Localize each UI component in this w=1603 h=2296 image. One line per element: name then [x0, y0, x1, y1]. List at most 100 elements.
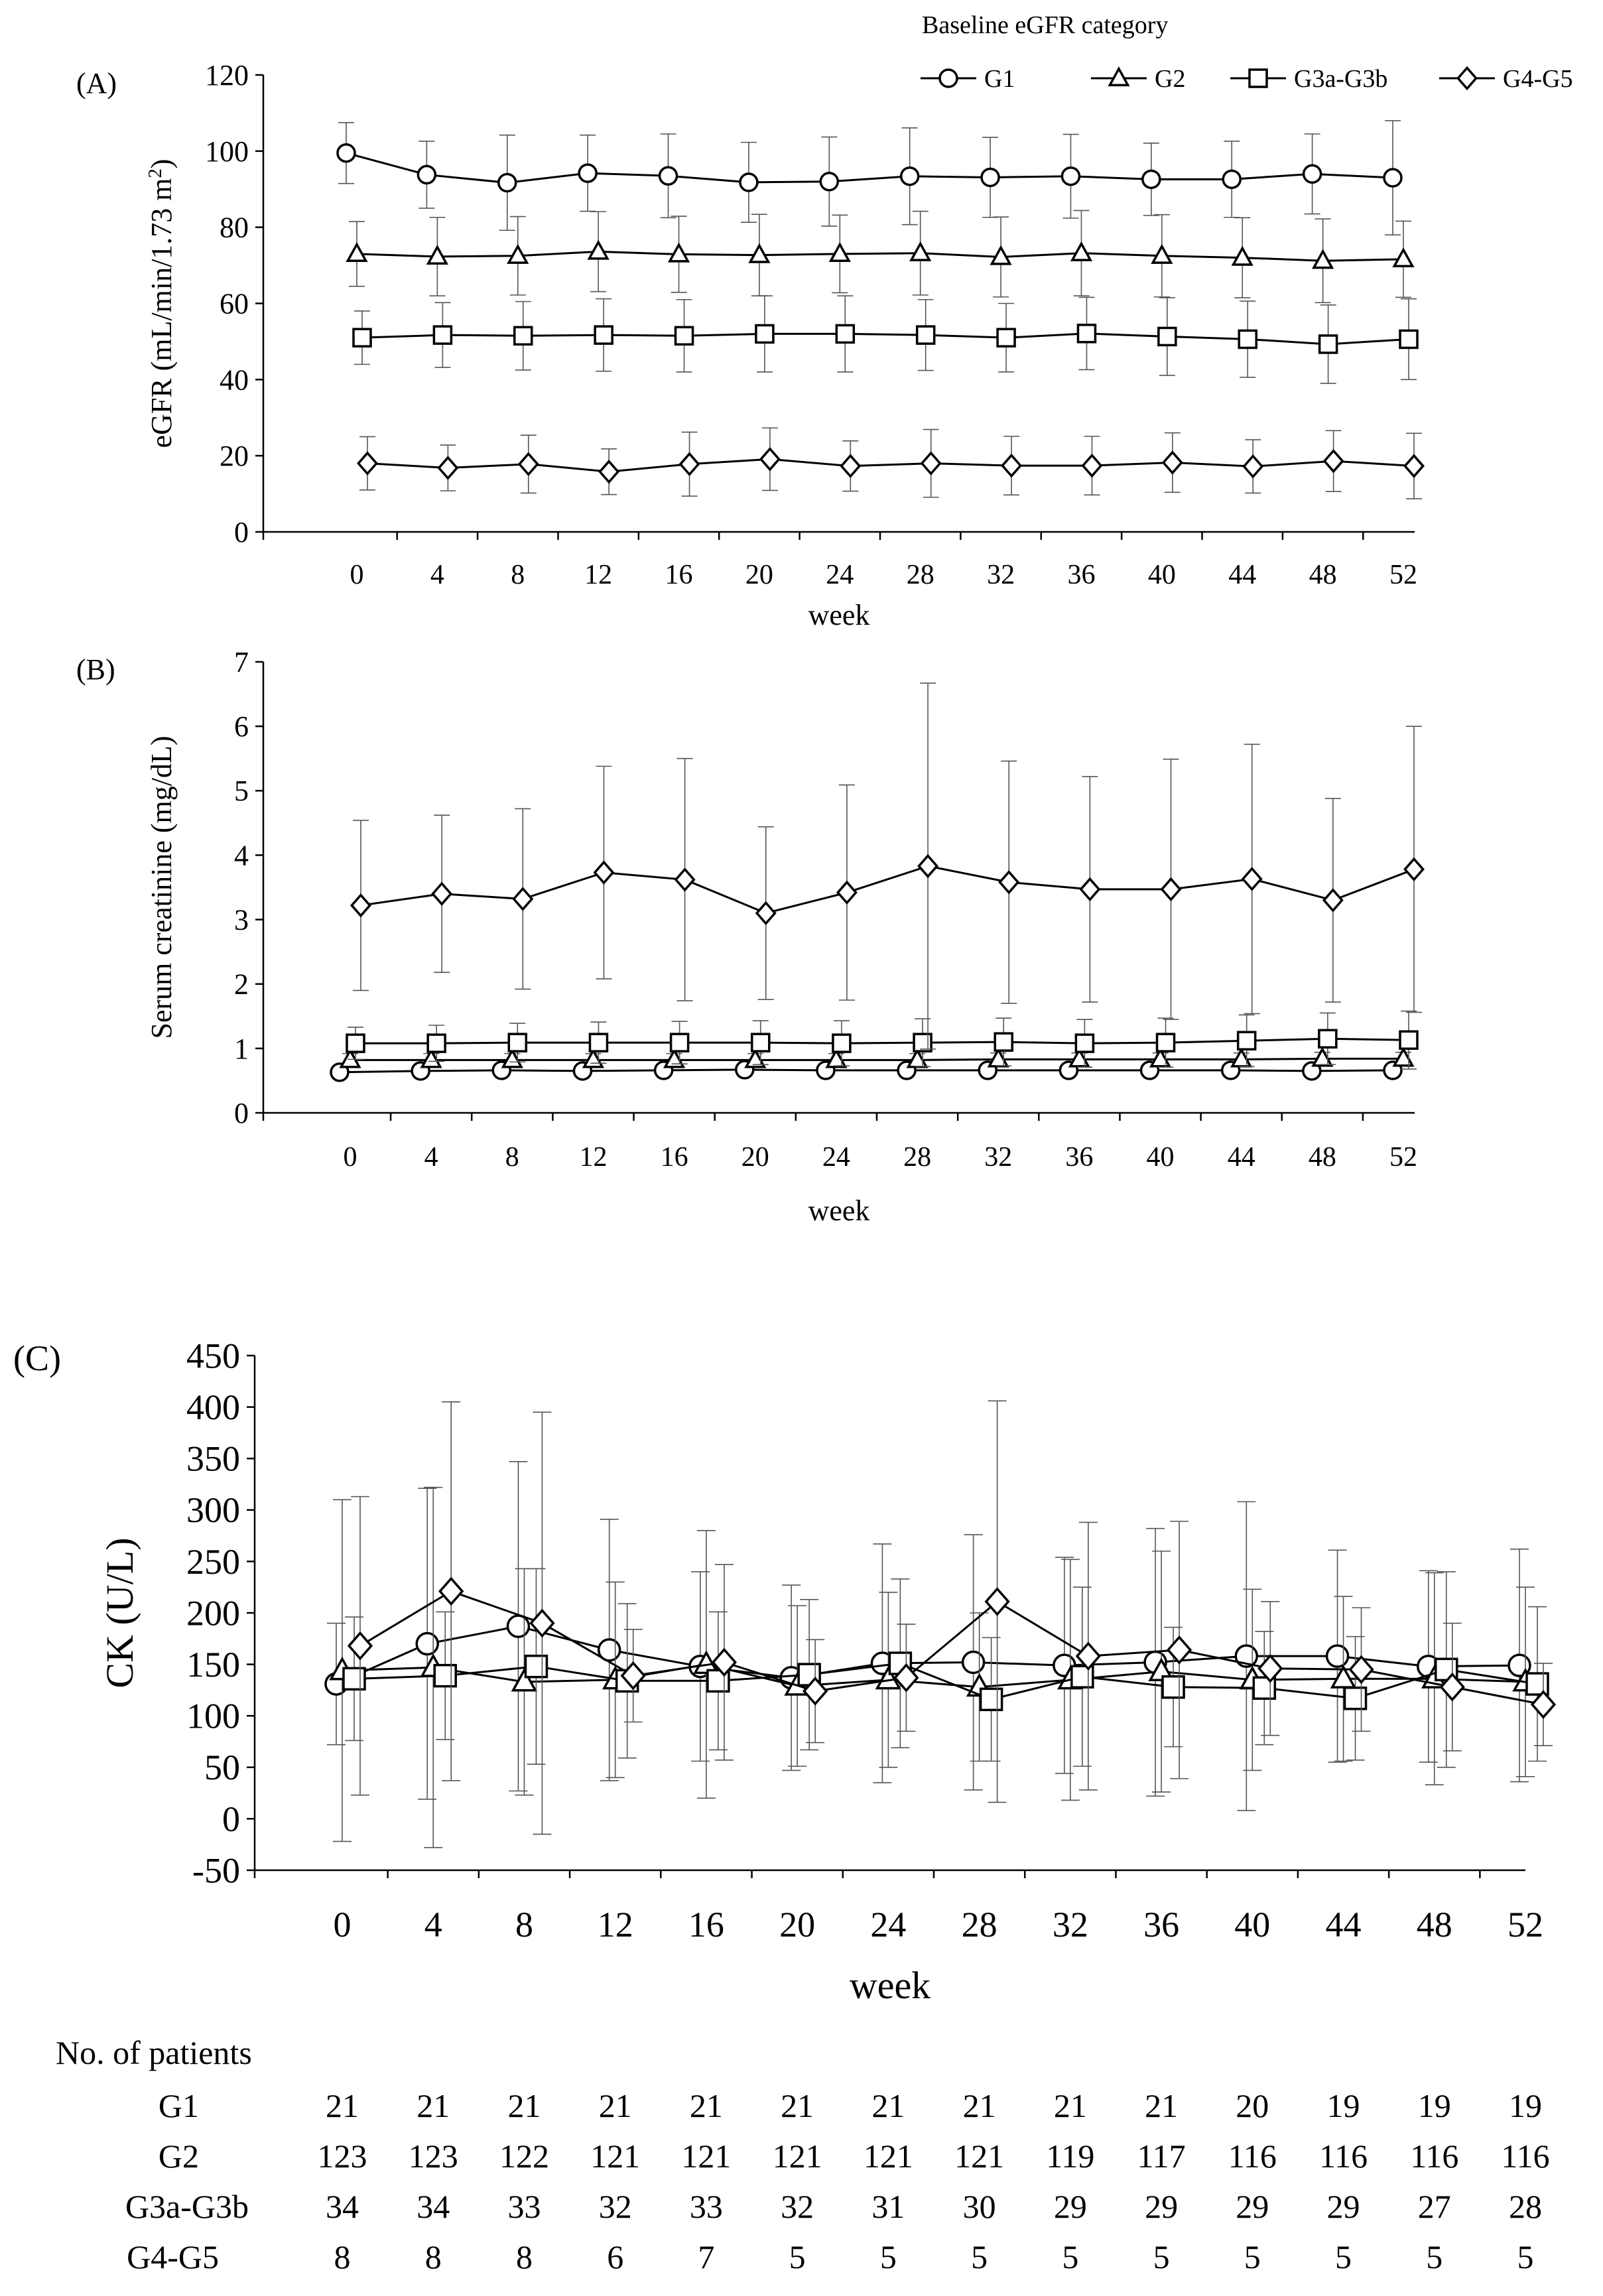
data-point-g4-g5-week-44: [1348, 1655, 1374, 1685]
series-line-g2: [350, 1057, 1403, 1061]
data-point-g2-week-28: [909, 241, 932, 261]
data-point-g4-g5-week-36: [1079, 877, 1101, 902]
y-tick-label: 5: [234, 775, 249, 807]
a-series-g1: [336, 120, 1403, 235]
legend-marker-g2: [1108, 66, 1130, 87]
data-point-g1-week-40: [1234, 1644, 1259, 1668]
x-tick-label: 8: [511, 560, 525, 590]
data-point-g1-week-4: [415, 1631, 439, 1656]
data-point-g1-week-20: [739, 172, 759, 192]
data-point-g1-week-16: [658, 166, 678, 186]
x-tick-label: 48: [1309, 1142, 1336, 1173]
data-point-g4-g5-week-28: [984, 1587, 1010, 1616]
y-tick-label: 250: [186, 1542, 240, 1582]
patients-cell: 121: [864, 2137, 913, 2175]
x-tick-label: 12: [598, 1905, 633, 1945]
data-point-g3a-g3b-week-48: [1318, 334, 1338, 354]
data-point-g3a-g3b-week-44: [1238, 329, 1257, 350]
x-tick-label: 24: [826, 560, 854, 590]
data-point-g3a-g3b-week-24: [835, 324, 856, 344]
x-tick-label: 8: [505, 1142, 519, 1173]
x-tick-label: 8: [515, 1905, 533, 1945]
series-line-g1: [346, 152, 1393, 184]
x-tick-label: 48: [1309, 560, 1337, 590]
data-point-g4-g5-week-0: [347, 1631, 373, 1661]
data-point-g2-week-20: [744, 1048, 767, 1068]
data-point-g4-g5-week-48: [1322, 888, 1344, 913]
series-line-g3a-g3b: [353, 1662, 1538, 1700]
data-point-g3a-g3b-week-44: [1343, 1687, 1368, 1710]
data-point-g2-week-52: [1392, 1047, 1415, 1067]
data-point-g1-week-40: [1141, 169, 1161, 190]
series-line-g1: [339, 1068, 1393, 1074]
patients-cell: 5: [1153, 2238, 1170, 2275]
data-point-g3a-g3b-week-24: [832, 1033, 852, 1053]
data-point-g1-week-12: [578, 163, 598, 183]
patients-cell: 6: [607, 2238, 623, 2275]
data-point-g2-week-40: [1149, 1047, 1172, 1068]
y-tick-label: 400: [186, 1387, 240, 1427]
x-tick-label: 16: [665, 560, 693, 590]
data-point-g3a-g3b-week-52: [1525, 1672, 1549, 1696]
x-tick-label: 36: [1065, 1142, 1093, 1173]
x-tick-label: 28: [907, 560, 934, 590]
data-point-g1-week-48: [1302, 164, 1322, 184]
data-point-g4-g5-week-28: [917, 854, 939, 879]
data-point-g3a-g3b-week-0: [342, 1667, 366, 1691]
patients-cell: 33: [690, 2188, 723, 2225]
data-point-g3a-g3b-week-40: [1155, 1033, 1176, 1052]
patients-cell: 8: [425, 2238, 442, 2275]
patients-cell: 123: [318, 2137, 367, 2175]
patients-cell: 7: [698, 2238, 714, 2275]
x-axis-title: week: [850, 1964, 930, 2007]
x-tick-label: 24: [870, 1905, 906, 1945]
series-line-g4-g5: [360, 865, 1415, 915]
patients-cell: 8: [334, 2238, 351, 2275]
data-point-g2-week-28: [906, 1048, 929, 1068]
x-tick-label: 40: [1148, 560, 1176, 590]
y-axis-title-tail: ): [145, 159, 178, 169]
patients-cell: 8: [516, 2238, 533, 2275]
data-point-g4-g5-week-0: [350, 893, 371, 918]
patients-cell: 32: [599, 2188, 632, 2225]
patients-cell: 116: [1410, 2137, 1458, 2175]
series-line-g1: [336, 1625, 1520, 1685]
patients-table: No. of patients G1 21 21 21 21 21 21 21 21 21 21 20…: [56, 2034, 1550, 2275]
data-point-g2-week-16: [663, 1048, 686, 1068]
y-tick-label: 200: [186, 1593, 240, 1633]
data-point-g4-g5-week-20: [802, 1677, 828, 1706]
x-tick-label: 44: [1228, 1142, 1255, 1173]
y-tick-label: 2: [234, 968, 249, 1001]
legend-label-g3a-g3b: G3a-G3b: [1294, 65, 1387, 93]
patients-cell: 19: [1327, 2087, 1360, 2124]
patients-cell: 21: [690, 2087, 723, 2124]
x-tick-label: 44: [1326, 1905, 1362, 1945]
x-tick-label: 0: [344, 1142, 357, 1173]
data-point-g3a-g3b-week-32: [996, 328, 1016, 348]
x-tick-label: 28: [903, 1142, 931, 1173]
data-point-g4-g5-week-16: [711, 1647, 737, 1677]
series-line-g3a-g3b: [355, 1037, 1409, 1045]
data-point-g3a-g3b-week-8: [507, 1033, 528, 1052]
patients-cell: 21: [871, 2087, 905, 2124]
panel-label: (B): [76, 653, 115, 686]
patients-cell: 21: [507, 2087, 541, 2124]
patients-cell: 28: [1509, 2188, 1542, 2225]
data-point-g1-week-28: [961, 1650, 986, 1675]
data-point-g2-week-36: [1070, 241, 1093, 261]
data-point-g4-g5-week-20: [755, 901, 777, 926]
x-tick-label: 52: [1389, 560, 1417, 590]
data-point-g2-week-12: [582, 1048, 605, 1068]
x-tick-label: 4: [424, 1905, 442, 1945]
y-tick-label: 100: [186, 1696, 240, 1736]
data-point-g2-week-32: [987, 1047, 1009, 1068]
data-point-g3a-g3b-week-36: [1074, 1033, 1095, 1053]
x-tick-label: 36: [1143, 1905, 1179, 1945]
data-point-g2-week-44: [1330, 1665, 1357, 1689]
y-tick-label: 300: [186, 1490, 240, 1530]
data-point-g4-g5-week-4: [438, 1576, 464, 1606]
patients-cell: 21: [599, 2087, 632, 2124]
legend-title: Baseline eGFR category: [922, 11, 1168, 39]
